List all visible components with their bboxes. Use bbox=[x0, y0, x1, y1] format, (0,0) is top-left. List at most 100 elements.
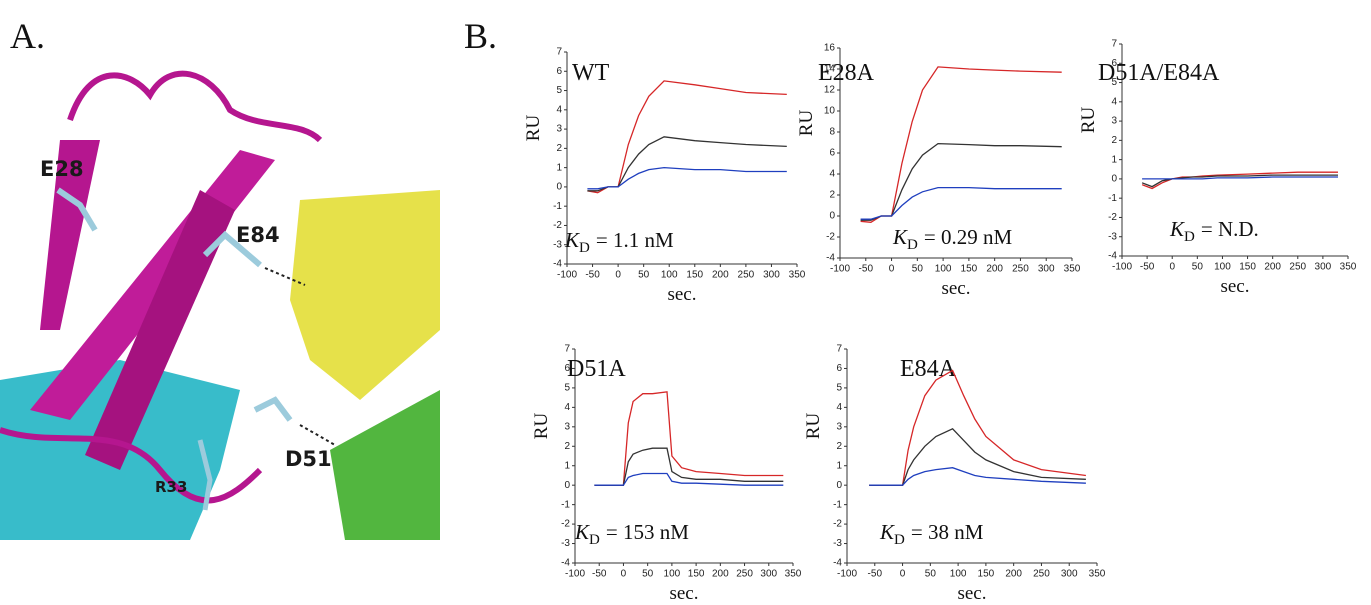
y-tick-label: 2 bbox=[556, 143, 562, 154]
sensorgram-line bbox=[594, 392, 783, 485]
x-tick-label: -50 bbox=[585, 270, 600, 281]
x-tick-label: 150 bbox=[961, 264, 978, 275]
x-tick-label: 100 bbox=[1214, 262, 1231, 273]
sensorgram-line bbox=[587, 137, 786, 191]
y-tick-label: 3 bbox=[556, 124, 562, 135]
kd-subscript: D bbox=[1184, 229, 1195, 245]
sensorgram-line bbox=[587, 168, 786, 189]
x-tick-label: 0 bbox=[615, 270, 621, 281]
structure-panel: A. E28 E84 D51 R33 B. bbox=[0, 16, 497, 540]
y-tick-label: 2 bbox=[1111, 135, 1117, 146]
x-axis-label: sec. bbox=[1220, 276, 1249, 297]
kd-symbol: K bbox=[574, 520, 590, 544]
x-tick-label: -100 bbox=[837, 569, 857, 580]
y-tick-label: 10 bbox=[824, 106, 836, 117]
kd-subscript: D bbox=[907, 237, 918, 253]
y-tick-label: 4 bbox=[1111, 96, 1117, 107]
y-tick-label: 5 bbox=[836, 383, 842, 394]
x-tick-label: 250 bbox=[738, 270, 755, 281]
y-axis-label: RU bbox=[796, 110, 817, 137]
y-axis-label: RU bbox=[523, 115, 544, 142]
kd-symbol: K bbox=[564, 228, 580, 252]
y-tick-label: 3 bbox=[836, 421, 842, 432]
y-tick-label: -3 bbox=[1108, 231, 1117, 242]
sensorgram-line bbox=[1142, 177, 1338, 179]
y-tick-label: 7 bbox=[836, 344, 842, 355]
x-tick-label: -100 bbox=[557, 270, 577, 281]
x-tick-label: 350 bbox=[789, 270, 806, 281]
chart-title: D51A bbox=[567, 356, 626, 382]
x-tick-label: 300 bbox=[1038, 264, 1055, 275]
kd-symbol: K bbox=[879, 520, 895, 544]
y-tick-label: 3 bbox=[1111, 116, 1117, 127]
y-tick-label: 0 bbox=[836, 480, 842, 491]
x-tick-label: 200 bbox=[1005, 569, 1022, 580]
x-tick-label: -50 bbox=[868, 569, 883, 580]
y-axis-label: RU bbox=[803, 413, 824, 440]
x-tick-label: -100 bbox=[1112, 262, 1132, 273]
y-axis-label: RU bbox=[1078, 107, 1099, 134]
y-tick-label: 3 bbox=[564, 421, 570, 432]
panel-label: A. bbox=[10, 16, 45, 56]
kd-annotation: KD= 38 nM bbox=[879, 520, 984, 548]
y-tick-label: -2 bbox=[1108, 212, 1117, 223]
x-tick-label: 200 bbox=[986, 264, 1003, 275]
kd-value: = 0.29 nM bbox=[924, 225, 1013, 249]
residue-label: E84 bbox=[236, 223, 280, 247]
magenta-loops bbox=[70, 74, 320, 140]
x-tick-label: 250 bbox=[1033, 569, 1050, 580]
residue-label: R33 bbox=[155, 478, 187, 496]
y-tick-label: -4 bbox=[833, 558, 842, 569]
y-tick-label: 0 bbox=[564, 480, 570, 491]
y-tick-label: 1 bbox=[556, 162, 562, 173]
x-tick-label: 150 bbox=[978, 569, 995, 580]
x-tick-label: 200 bbox=[712, 569, 729, 580]
y-tick-label: 0 bbox=[1111, 174, 1117, 185]
y-tick-label: -4 bbox=[561, 558, 570, 569]
y-tick-label: 4 bbox=[836, 402, 842, 413]
panel-label: B. bbox=[464, 16, 497, 56]
y-tick-label: 7 bbox=[1111, 39, 1117, 50]
y-tick-label: 1 bbox=[836, 460, 842, 471]
x-axis-label: sec. bbox=[669, 583, 698, 604]
y-tick-label: 1 bbox=[1111, 154, 1117, 165]
y-tick-label: 2 bbox=[829, 190, 835, 201]
sensorgram-line bbox=[587, 81, 786, 193]
chart-title: WT bbox=[572, 60, 610, 86]
y-tick-label: -3 bbox=[561, 538, 570, 549]
kd-annotation: KD= N.D. bbox=[1169, 217, 1259, 245]
y-tick-label: 0 bbox=[829, 211, 835, 222]
y-tick-label: 7 bbox=[564, 344, 570, 355]
y-tick-label: 6 bbox=[556, 66, 562, 77]
y-tick-label: -1 bbox=[833, 499, 842, 510]
kd-annotation: KD = 0.29 nM bbox=[892, 225, 1012, 253]
x-tick-label: 150 bbox=[1239, 262, 1256, 273]
x-tick-label: 350 bbox=[1340, 262, 1357, 273]
y-tick-label: 16 bbox=[824, 43, 836, 54]
x-tick-label: 350 bbox=[785, 569, 802, 580]
y-tick-label: -3 bbox=[833, 538, 842, 549]
x-tick-label: 300 bbox=[760, 569, 777, 580]
x-tick-label: 250 bbox=[1289, 262, 1306, 273]
x-tick-label: 100 bbox=[950, 569, 967, 580]
kd-symbol: K bbox=[892, 225, 908, 249]
y-tick-label: 7 bbox=[556, 47, 562, 58]
x-tick-label: 50 bbox=[638, 270, 650, 281]
x-tick-label: 0 bbox=[900, 569, 906, 580]
sensorgram-line bbox=[861, 144, 1062, 221]
y-tick-label: -3 bbox=[553, 239, 562, 250]
x-tick-label: 100 bbox=[661, 270, 678, 281]
chart-title: E28A bbox=[818, 60, 875, 86]
kd-subscript: D bbox=[589, 532, 600, 548]
y-tick-label: -1 bbox=[553, 201, 562, 212]
chart-title: E84A bbox=[900, 356, 957, 382]
figure: A. E28 E84 D51 R33 B. -4 -3 -2 -1 0 1 2 3 4 5 6 7 -1… bbox=[0, 0, 1371, 605]
residue-label: D51 bbox=[285, 447, 332, 471]
y-tick-label: -4 bbox=[553, 259, 562, 270]
sensorgram-line bbox=[869, 370, 1086, 485]
y-tick-label: -2 bbox=[826, 232, 835, 243]
x-tick-label: 50 bbox=[1192, 262, 1204, 273]
side-chain bbox=[255, 400, 290, 420]
